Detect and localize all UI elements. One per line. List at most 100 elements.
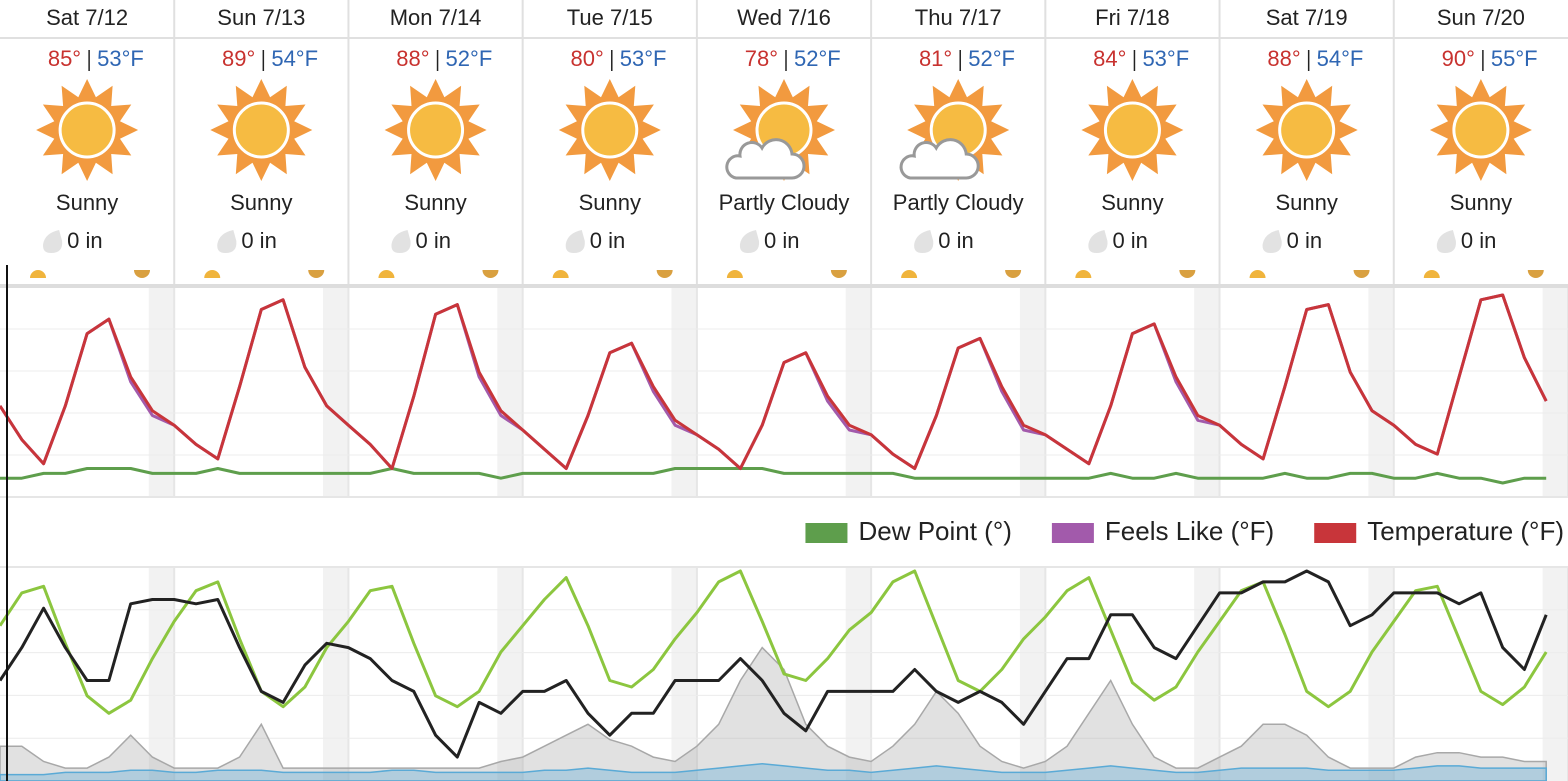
day-date: Sat 7/19 <box>1266 5 1348 30</box>
day-date: Sun 7/13 <box>217 5 305 30</box>
precip-icon <box>391 230 411 253</box>
low-temp: 52°F <box>446 46 493 71</box>
precip: 0 in <box>1461 228 1496 253</box>
sunrise <box>30 270 46 278</box>
low-temp: 52°F <box>794 46 841 71</box>
night-band <box>497 287 523 497</box>
condition: Sunny <box>56 190 118 215</box>
night-band <box>1194 287 1220 497</box>
precip-icon <box>914 230 934 253</box>
night-band <box>323 287 349 497</box>
line <box>0 467 1547 485</box>
sunrise <box>204 270 221 278</box>
legend-swatch <box>805 523 848 543</box>
weather-icon <box>1255 79 1358 181</box>
sunset <box>1353 270 1370 278</box>
condition: Partly Cloudy <box>893 190 1024 215</box>
night-band <box>148 567 175 781</box>
high-temp: 81° <box>919 46 952 71</box>
weather-icon <box>384 79 487 181</box>
night-band <box>845 567 872 781</box>
low-temp: 53°F <box>1142 46 1189 71</box>
weather-icon <box>899 79 1010 181</box>
sunrise <box>1423 270 1440 278</box>
precip-icon <box>43 230 63 253</box>
day-date: Sat 7/12 <box>46 5 128 30</box>
high-temp: 78° <box>745 46 778 71</box>
high-temp: 80° <box>570 46 603 71</box>
weather-icon <box>36 79 139 181</box>
night-band <box>1542 567 1568 781</box>
sun-disc <box>407 101 465 159</box>
sun-disc <box>1278 101 1336 159</box>
high-temp: 88° <box>396 46 429 71</box>
sunrise <box>901 270 918 278</box>
night-band <box>1542 287 1568 497</box>
weather-icon <box>558 79 661 181</box>
precip: 0 in <box>938 228 973 253</box>
sunset <box>830 270 847 278</box>
legend-label: Dew Point (°) <box>858 516 1011 546</box>
precip: 0 in <box>590 228 625 253</box>
precip-icon <box>1088 230 1108 253</box>
night-band <box>845 287 872 497</box>
condition: Partly Cloudy <box>719 190 850 215</box>
condition: Sunny <box>1450 190 1512 215</box>
precip-icon <box>217 230 237 253</box>
low-temp: 55°F <box>1491 46 1538 71</box>
condition: Sunny <box>230 190 292 215</box>
legend-swatch <box>1051 523 1094 543</box>
night-band <box>1019 287 1046 497</box>
legend-label: Feels Like (°F) <box>1105 516 1274 546</box>
weather-icon <box>210 79 313 181</box>
area <box>0 762 1547 781</box>
high-temp: 88° <box>1267 46 1300 71</box>
condition: Sunny <box>404 190 466 215</box>
precip: 0 in <box>416 228 451 253</box>
line <box>0 293 1548 470</box>
condition: Sunny <box>1275 190 1337 215</box>
sunset <box>1179 270 1196 278</box>
weather-icon <box>1081 79 1184 181</box>
sunset <box>134 270 150 278</box>
precip: 0 in <box>67 228 102 253</box>
precip: 0 in <box>1287 228 1322 253</box>
line <box>0 569 1548 759</box>
sunrise <box>552 270 569 278</box>
condition: Sunny <box>1101 190 1163 215</box>
day-date: Fri 7/18 <box>1095 5 1170 30</box>
sunset <box>656 270 673 278</box>
night-band <box>1019 567 1046 781</box>
low-temp: 53°F <box>97 46 144 71</box>
sunset <box>308 270 325 278</box>
night-band <box>148 287 175 497</box>
legend-label: Temperature (°F) <box>1367 516 1564 546</box>
sun-disc <box>1452 101 1510 159</box>
low-temp: 52°F <box>968 46 1015 71</box>
weather-icon <box>725 79 835 181</box>
night-band <box>671 287 697 497</box>
high-temp: 89° <box>222 46 255 71</box>
sunset <box>1527 270 1544 278</box>
night-band <box>323 567 349 781</box>
line <box>0 293 1548 470</box>
day-date: Mon 7/14 <box>390 5 482 30</box>
sun-disc <box>58 101 116 159</box>
sun-disc <box>581 101 639 159</box>
high-temp: 90° <box>1442 46 1475 71</box>
night-band <box>1194 567 1220 781</box>
cloud <box>899 138 980 180</box>
precip-icon <box>1262 230 1282 253</box>
high-temp: 85° <box>48 46 81 71</box>
night-band <box>671 567 697 781</box>
sun-disc <box>232 101 290 159</box>
sunrise <box>1249 270 1266 278</box>
precip: 0 in <box>764 228 799 253</box>
night-band <box>1368 287 1394 497</box>
precip-icon <box>1436 230 1456 253</box>
low-temp: 53°F <box>620 46 667 71</box>
legend-swatch <box>1314 523 1357 543</box>
sun-disc <box>1103 101 1161 159</box>
precip: 0 in <box>241 228 276 253</box>
